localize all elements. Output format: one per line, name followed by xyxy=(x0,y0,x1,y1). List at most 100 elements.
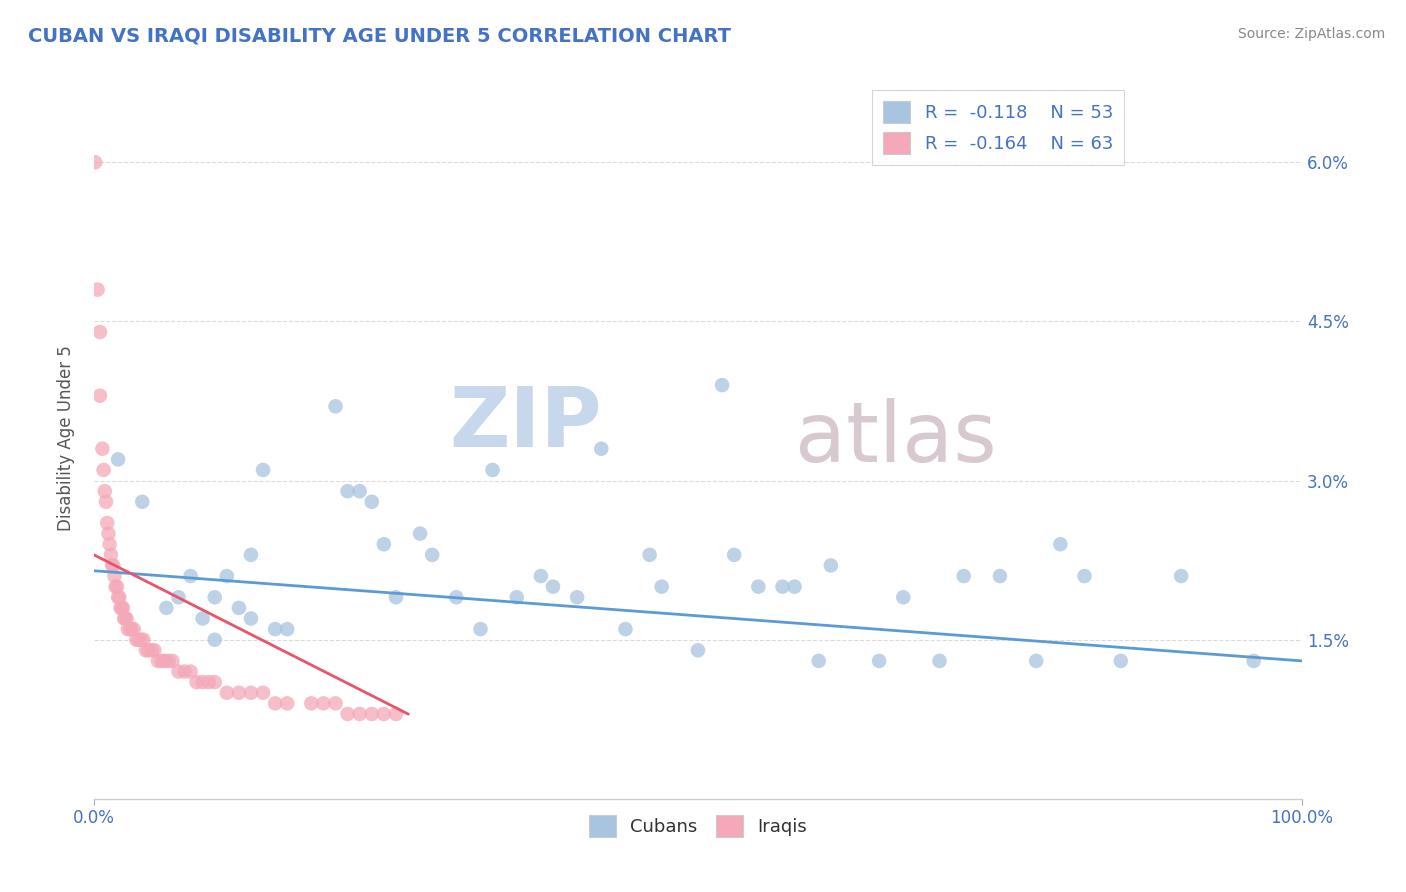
Point xyxy=(108,591,131,605)
Point xyxy=(470,622,492,636)
Point xyxy=(136,643,159,657)
Point xyxy=(373,706,395,721)
Point xyxy=(638,548,661,562)
Point xyxy=(240,611,263,625)
Point xyxy=(360,706,382,721)
Point xyxy=(146,654,169,668)
Point xyxy=(565,591,588,605)
Point xyxy=(385,706,408,721)
Text: Source: ZipAtlas.com: Source: ZipAtlas.com xyxy=(1237,27,1385,41)
Point xyxy=(132,632,155,647)
Point xyxy=(125,632,148,647)
Point xyxy=(89,389,111,403)
Point xyxy=(96,516,118,530)
Point xyxy=(204,591,226,605)
Point xyxy=(112,611,135,625)
Point xyxy=(94,484,117,499)
Point xyxy=(197,675,219,690)
Point xyxy=(1073,569,1095,583)
Point xyxy=(807,654,830,668)
Point xyxy=(820,558,842,573)
Point xyxy=(988,569,1011,583)
Point xyxy=(204,675,226,690)
Point xyxy=(162,654,184,668)
Point xyxy=(167,665,190,679)
Point xyxy=(128,632,150,647)
Point xyxy=(336,484,359,499)
Point xyxy=(91,442,114,456)
Point xyxy=(103,569,125,583)
Point xyxy=(94,495,117,509)
Point xyxy=(711,378,734,392)
Point xyxy=(240,548,263,562)
Point xyxy=(747,580,769,594)
Point xyxy=(186,675,208,690)
Point xyxy=(105,580,128,594)
Point xyxy=(686,643,709,657)
Point xyxy=(228,686,250,700)
Point xyxy=(723,548,745,562)
Point xyxy=(115,611,138,625)
Point xyxy=(129,632,152,647)
Point xyxy=(111,600,134,615)
Y-axis label: Disability Age Under 5: Disability Age Under 5 xyxy=(58,345,75,531)
Point xyxy=(215,569,238,583)
Point xyxy=(928,654,950,668)
Point xyxy=(107,591,129,605)
Point xyxy=(89,325,111,339)
Point xyxy=(506,591,529,605)
Point xyxy=(191,675,214,690)
Point xyxy=(204,632,226,647)
Point xyxy=(167,591,190,605)
Point xyxy=(101,558,124,573)
Point xyxy=(155,600,177,615)
Point xyxy=(1243,654,1265,668)
Point xyxy=(180,665,202,679)
Point xyxy=(264,622,287,636)
Point xyxy=(84,155,107,169)
Point xyxy=(360,495,382,509)
Point xyxy=(103,558,125,573)
Point xyxy=(312,697,335,711)
Point xyxy=(86,283,108,297)
Point xyxy=(325,697,347,711)
Point xyxy=(135,643,157,657)
Point xyxy=(783,580,806,594)
Point xyxy=(591,442,613,456)
Point xyxy=(120,622,142,636)
Point xyxy=(891,591,914,605)
Point xyxy=(541,580,564,594)
Point xyxy=(614,622,637,636)
Point xyxy=(1109,654,1132,668)
Point xyxy=(349,484,371,499)
Point xyxy=(868,654,890,668)
Point xyxy=(373,537,395,551)
Point xyxy=(131,495,153,509)
Point xyxy=(252,686,274,700)
Point xyxy=(98,537,121,551)
Text: atlas: atlas xyxy=(794,398,997,479)
Point xyxy=(772,580,794,594)
Point xyxy=(276,697,298,711)
Point xyxy=(1049,537,1071,551)
Point xyxy=(385,591,408,605)
Point xyxy=(446,591,468,605)
Point xyxy=(336,706,359,721)
Point xyxy=(1025,654,1047,668)
Point xyxy=(141,643,163,657)
Point xyxy=(420,548,443,562)
Point xyxy=(104,580,127,594)
Point xyxy=(100,548,122,562)
Point xyxy=(97,526,120,541)
Point xyxy=(240,686,263,700)
Point xyxy=(153,654,176,668)
Point xyxy=(117,622,139,636)
Point xyxy=(110,600,132,615)
Point xyxy=(114,611,136,625)
Point xyxy=(122,622,145,636)
Point xyxy=(952,569,974,583)
Point xyxy=(1170,569,1192,583)
Point xyxy=(349,706,371,721)
Point xyxy=(93,463,115,477)
Point xyxy=(173,665,195,679)
